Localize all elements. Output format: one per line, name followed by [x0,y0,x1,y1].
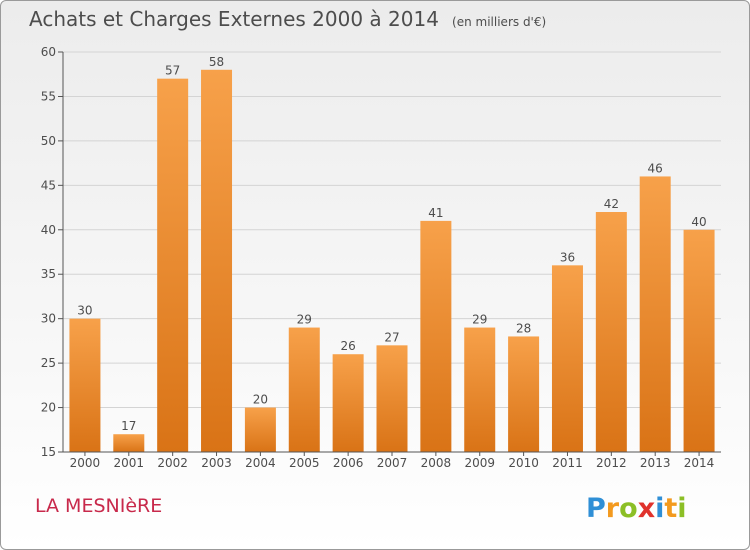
bar [69,318,101,452]
y-tick-label: 55 [41,89,56,103]
bars [69,69,715,453]
logo-letter: r [606,493,620,524]
data-label: 29 [297,313,312,327]
chart-title: Achats et Charges Externes 2000 à 2014 [29,7,439,31]
logo-letter: x [638,493,655,524]
y-tick-label: 30 [41,312,56,326]
x-tick-label: 2000 [70,456,101,470]
y-tick-label: 35 [41,267,56,281]
x-tick-label: 2009 [464,456,495,470]
data-label: 28 [516,321,531,335]
x-tick-label: 2013 [640,456,671,470]
bar [113,434,145,452]
data-label: 26 [340,339,355,353]
proxiti-logo-text: Proxiti [586,493,687,524]
data-label: 20 [253,393,268,407]
x-tick-label: 2012 [596,456,627,470]
logo-letter: t [664,493,677,524]
bar [201,69,233,453]
y-tick-label: 45 [41,178,56,192]
axes: 15 20 25 30 35 40 45 50 55 60 2000 2001 2002 2003 2004… [41,45,721,470]
y-tick-label: 50 [41,134,56,148]
data-label: 57 [165,64,180,78]
data-label: 46 [648,161,663,175]
x-tick-label: 2004 [245,456,276,470]
data-label: 58 [209,55,224,69]
bar [288,327,320,452]
x-tick-label: 2010 [508,456,539,470]
y-tick-label: 40 [41,223,56,237]
y-tick-label: 20 [41,401,56,415]
data-label: 27 [384,330,399,344]
x-tick-label: 2006 [333,456,364,470]
commune-name: LA MESNIèRE [35,495,163,517]
logo-letter: i [655,493,664,524]
logo-letter: i [677,493,686,524]
x-tick-label: 2003 [201,456,232,470]
bar [420,220,452,452]
y-tick-label: 15 [41,445,56,459]
x-tick-label: 2011 [552,456,583,470]
x-tick-label: 2005 [289,456,320,470]
y-tick-label: 25 [41,356,56,370]
data-label: 42 [604,197,619,211]
bar [508,336,540,452]
x-tick-label: 2007 [377,456,408,470]
bar [332,354,364,452]
data-label: 36 [560,250,575,264]
bar [464,327,496,452]
bar [595,212,627,452]
bar [639,176,671,452]
proxiti-logo[interactable]: Proxiti [586,489,690,525]
title-row: Achats et Charges Externes 2000 à 2014 (… [29,7,546,31]
bar [244,407,276,452]
x-tick-label: 2001 [114,456,145,470]
data-label: 17 [121,419,136,433]
y-tick-label: 60 [41,45,56,59]
data-label: 41 [428,206,443,220]
bar [551,265,583,452]
x-tick-label: 2014 [684,456,715,470]
bar [683,229,715,452]
x-tick-label: 2002 [157,456,188,470]
x-tick-label: 2008 [421,456,452,470]
logo-letter: o [619,493,638,524]
data-label: 40 [691,215,706,229]
data-label: 30 [77,304,92,318]
bar [157,78,189,453]
logo-letter: P [586,493,606,524]
chart-unit: (en milliers d'€) [452,15,547,29]
bar [376,345,408,452]
data-labels: 30 17 57 58 20 29 26 27 41 29 28 36 42 46 40 [77,55,706,433]
data-label: 29 [472,313,487,327]
